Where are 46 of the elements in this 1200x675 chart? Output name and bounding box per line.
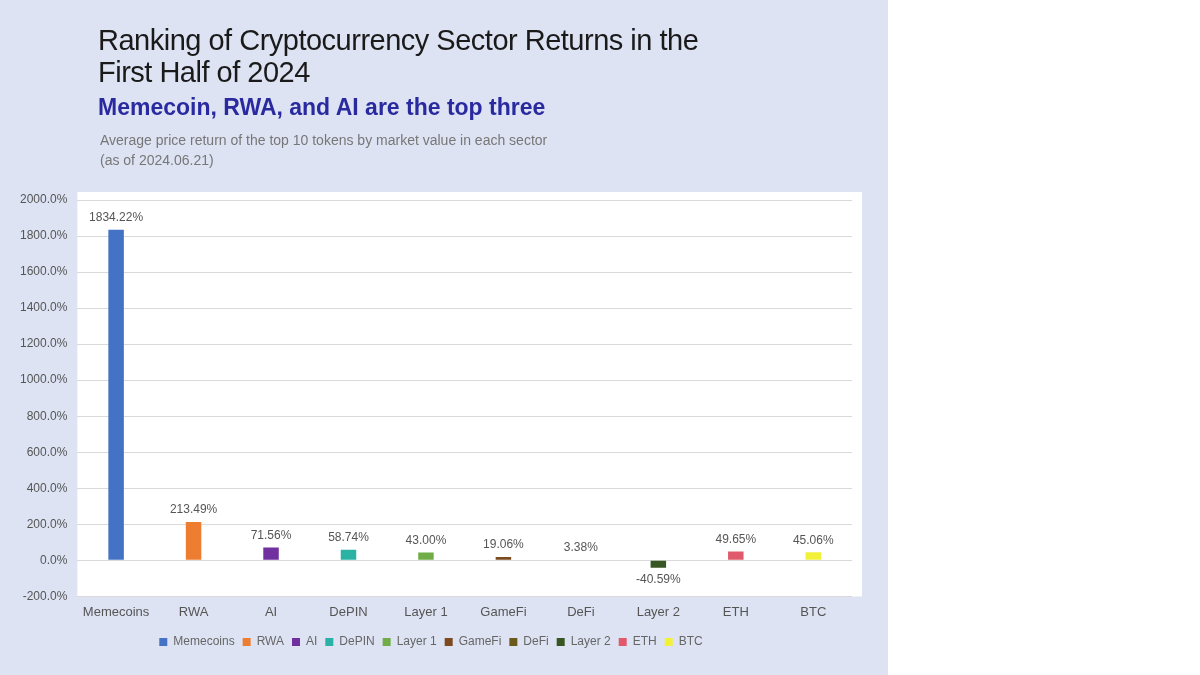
y-tick-label: 400.0% — [26, 480, 68, 495]
text: Average price return of the top 10 tokens by market value in each sector — [100, 131, 548, 150]
data-label: 43.00% — [405, 532, 447, 547]
x-tick-label: Layer 2 — [636, 603, 681, 619]
y-tick-label: 1600.0% — [20, 264, 68, 279]
legend-label: Layer 2 — [570, 634, 612, 649]
data-label: 49.65% — [715, 531, 757, 546]
data-label: -40.59% — [635, 571, 682, 586]
x-tick-label: DePIN — [329, 603, 368, 619]
data-label: 19.06% — [483, 537, 525, 552]
y-tick-label: -200.0% — [22, 588, 68, 603]
x-tick-label: ETH — [722, 603, 749, 619]
y-tick-label: 1800.0% — [20, 228, 68, 243]
legend-label: BTC — [678, 634, 704, 649]
x-tick-label: AI — [264, 603, 278, 619]
text: (as of 2024.06.21) — [100, 151, 215, 170]
data-label: 45.06% — [792, 532, 834, 547]
x-tick-label: GameFi — [480, 603, 527, 619]
x-tick-label: Layer 1 — [404, 603, 448, 619]
legend-label: AI — [305, 634, 318, 649]
legend-label: DeFi — [523, 634, 549, 649]
y-tick-label: 1400.0% — [20, 300, 68, 315]
legend-label: DePIN — [339, 634, 375, 649]
x-tick-label: DeFi — [567, 603, 595, 619]
chart-subtitle: Memecoin, RWA, and AI are the top three — [98, 94, 546, 121]
y-tick-label: 2000.0% — [20, 192, 68, 207]
x-tick-label: RWA — [178, 603, 209, 619]
y-tick-label: 0.0% — [40, 552, 68, 567]
y-tick-label: 200.0% — [26, 516, 68, 531]
data-label: 3.38% — [563, 540, 599, 555]
x-tick-label: BTC — [800, 603, 827, 619]
legend-label: Layer 1 — [396, 634, 438, 649]
legend-label: RWA — [256, 634, 284, 649]
data-label: 1834.22% — [89, 210, 144, 225]
y-tick-label: 1200.0% — [20, 336, 68, 351]
y-tick-label: 600.0% — [26, 444, 68, 459]
legend-label: ETH — [632, 634, 657, 649]
legend-label: GameFi — [458, 634, 502, 649]
y-tick-label: 1000.0% — [20, 372, 68, 387]
data-label: 71.56% — [250, 527, 292, 542]
chart-title: Ranking of Cryptocurrency Sector Returns in the First Half of 2024 — [98, 24, 700, 88]
x-tick-label: Memecoins — [82, 603, 150, 619]
data-label: 213.49% — [169, 502, 218, 517]
legend-label: Memecoins — [173, 634, 235, 649]
y-tick-label: 800.0% — [26, 408, 68, 423]
data-label: 58.74% — [328, 530, 370, 545]
